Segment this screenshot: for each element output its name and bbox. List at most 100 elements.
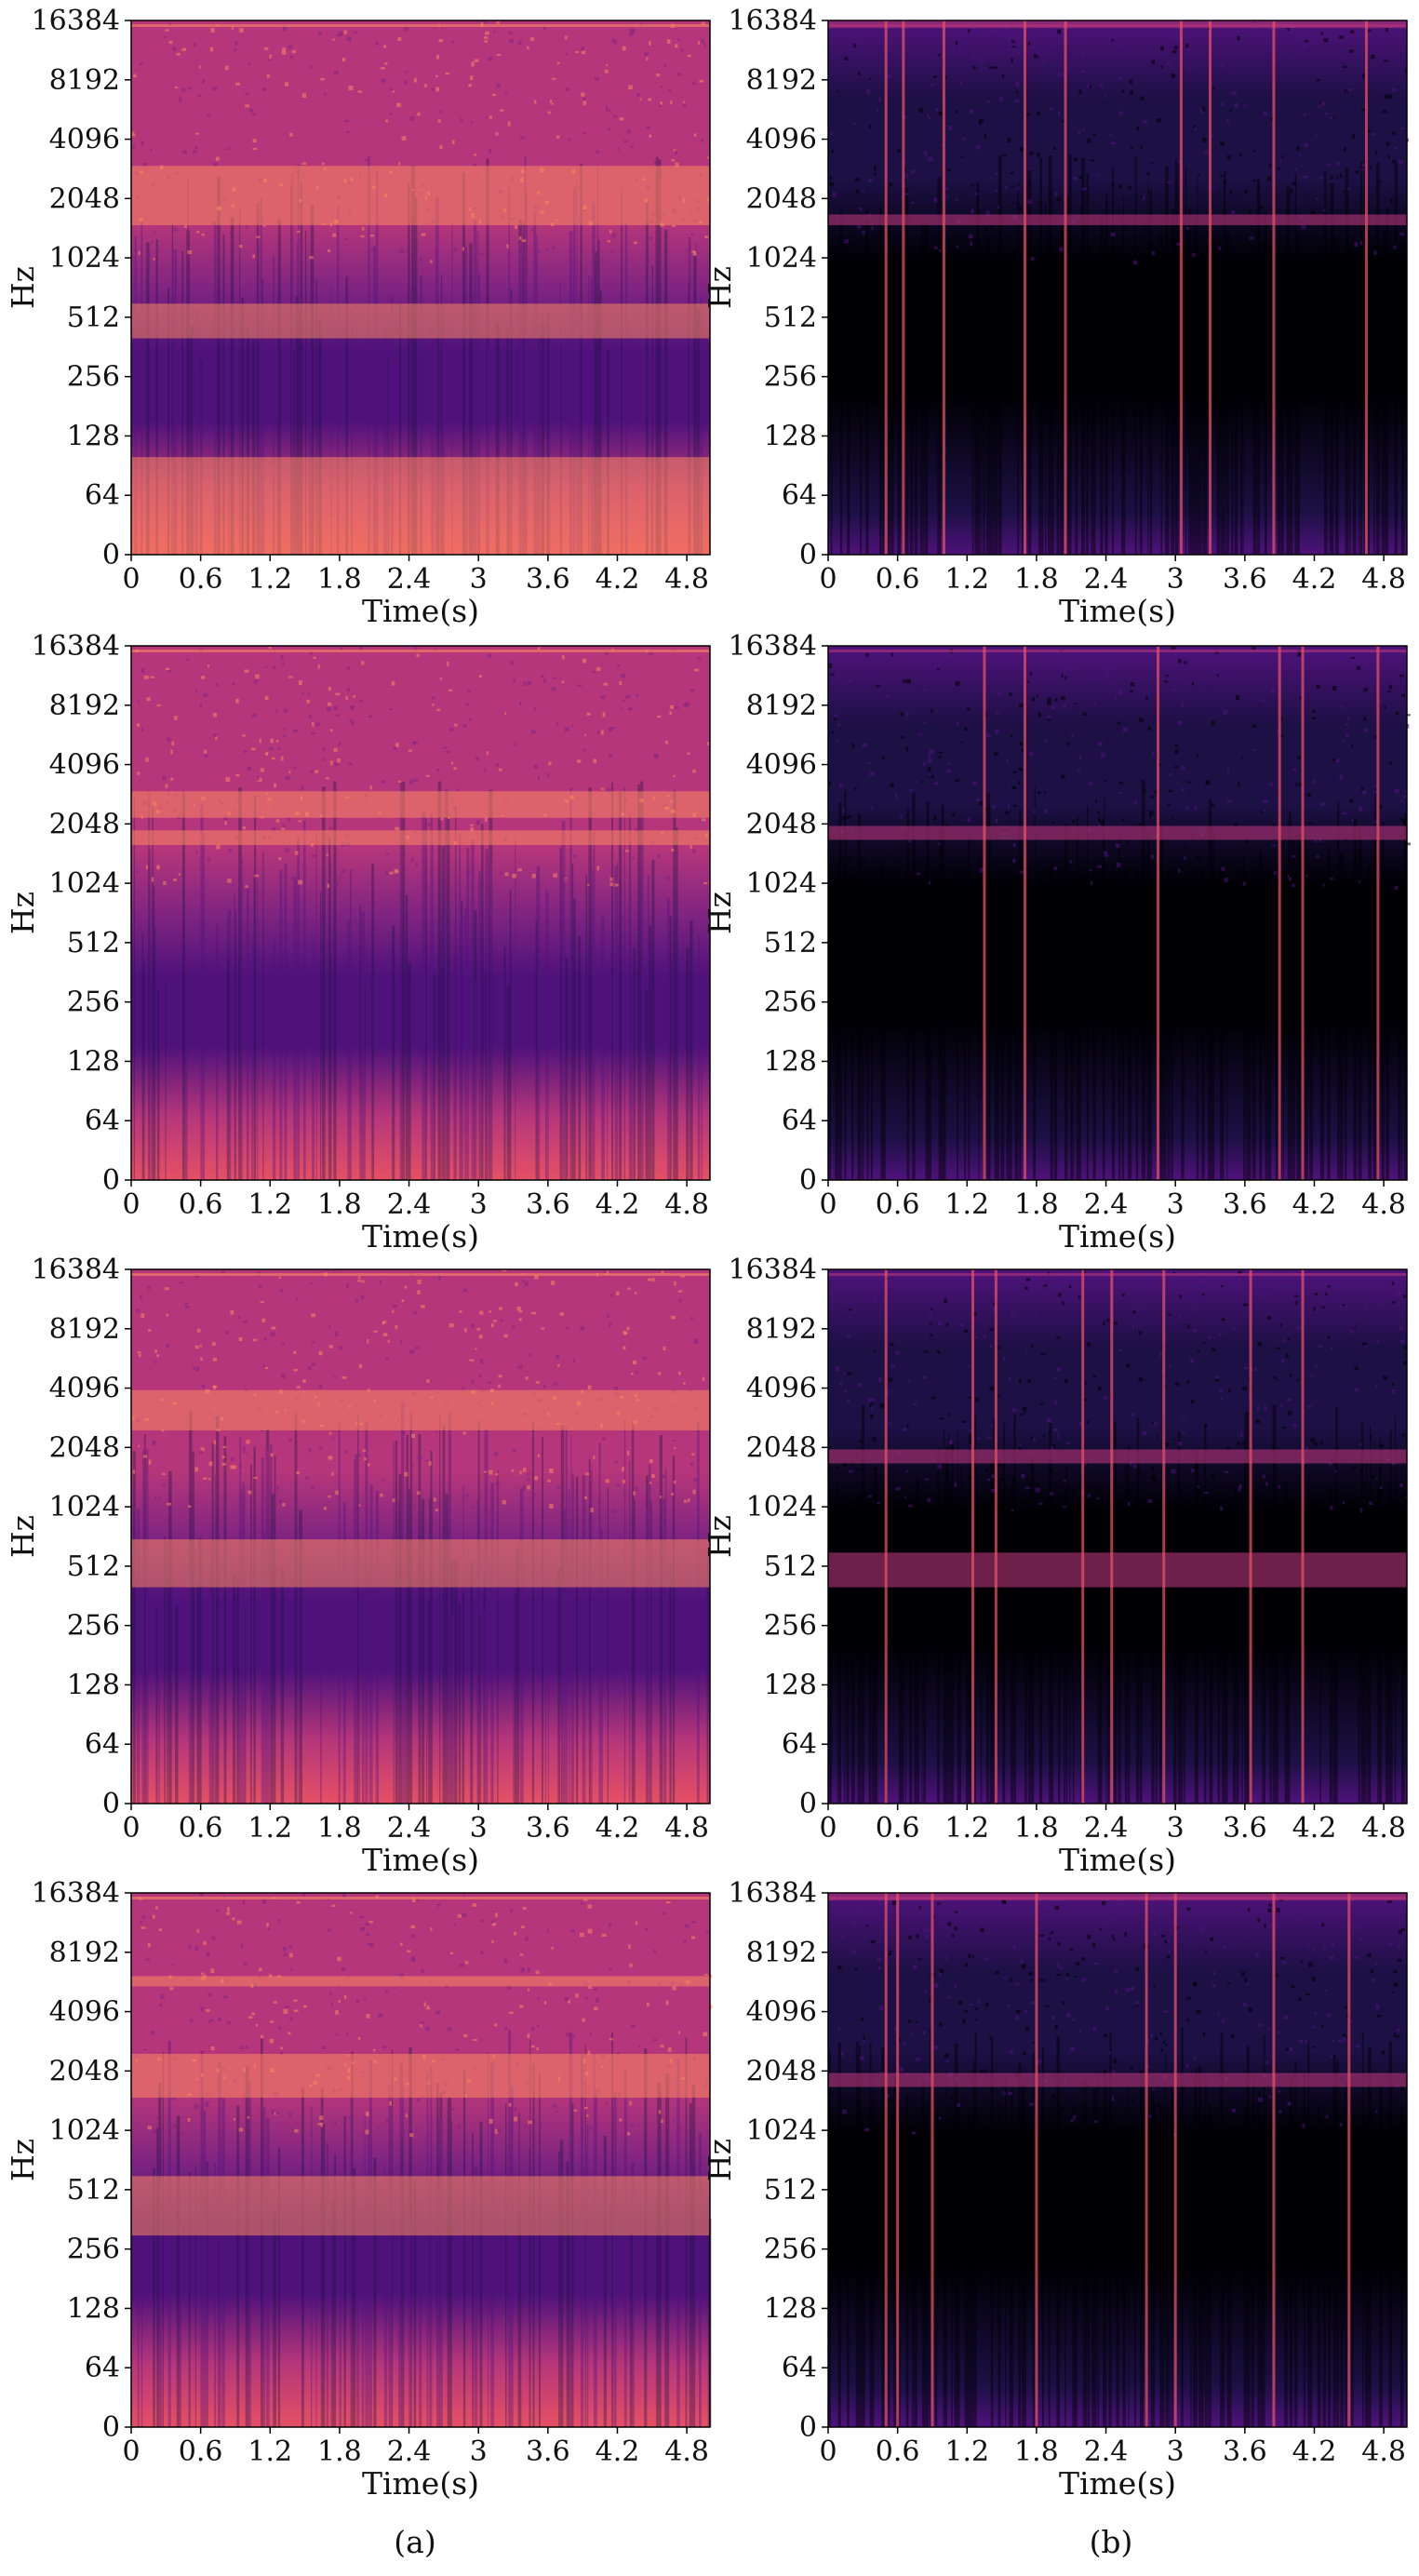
texture-speckle (944, 1956, 947, 1960)
frequency-band (828, 1449, 1407, 1464)
texture-streak (361, 949, 365, 1180)
texture-speckle (498, 1375, 502, 1378)
texture-speckle (1267, 1908, 1272, 1912)
y-tick-label: 4096 (49, 1373, 120, 1405)
texture-speckle (1001, 2107, 1006, 2111)
texture-speckle (648, 236, 653, 240)
texture-speckle (888, 74, 891, 79)
texture-speckle (1174, 749, 1179, 754)
texture-speckle (979, 119, 984, 124)
plot-frame (827, 1268, 1408, 1805)
texture-speckle (179, 97, 182, 102)
texture-speckle (225, 1331, 230, 1335)
texture-streak (1298, 879, 1301, 1180)
texture-streak (1163, 953, 1167, 1180)
texture-streak (173, 249, 178, 555)
texture-streak (994, 960, 997, 1180)
texture-speckle (889, 1422, 891, 1426)
texture-streak (358, 1586, 360, 1804)
y-tick-label: 0 (102, 1788, 120, 1820)
texture-streak (631, 2162, 635, 2427)
texture-speckle (587, 1986, 593, 1990)
texture-streak (142, 963, 145, 1180)
x-tick-label: 3 (1167, 2435, 1185, 2468)
texture-speckle (504, 712, 507, 715)
texture-speckle (1202, 106, 1206, 112)
y-tick-label: 256 (67, 361, 120, 394)
texture-speckle (703, 1973, 708, 1976)
texture-speckle (1295, 782, 1298, 787)
texture-streak (463, 908, 467, 1180)
texture-speckle (627, 1287, 632, 1290)
texture-streak (405, 894, 408, 1180)
texture-speckle (1182, 1416, 1185, 1419)
texture-streak (442, 1425, 446, 1804)
texture-speckle (831, 731, 835, 734)
texture-streak (847, 2206, 850, 2427)
texture-streak (1066, 204, 1069, 556)
texture-speckle (569, 1929, 575, 1933)
texture-speckle (1062, 1276, 1064, 1280)
texture-speckle (1051, 1445, 1053, 1451)
texture-speckle (871, 1405, 874, 1410)
texture-speckle (411, 1898, 416, 1902)
texture-speckle (408, 779, 414, 785)
texture-speckle (245, 885, 248, 888)
texture-streak (906, 809, 910, 1180)
texture-speckle (142, 1455, 148, 1458)
texture-speckle (588, 2126, 594, 2130)
x-tick-label: 1.8 (1014, 1188, 1059, 1221)
texture-speckle (1140, 145, 1143, 150)
texture-streak (637, 785, 640, 1180)
texture-speckle (248, 62, 251, 66)
texture-speckle (905, 174, 908, 178)
texture-speckle (1098, 817, 1101, 822)
texture-streak (536, 871, 539, 1180)
texture-speckle (213, 162, 218, 168)
texture-streak (484, 1429, 489, 1804)
texture-streak (425, 1594, 428, 1804)
texture-streak (167, 288, 169, 555)
texture-streak (828, 1446, 831, 1804)
texture-speckle (1391, 1301, 1396, 1304)
texture-speckle (895, 1486, 901, 1491)
texture-speckle (518, 235, 522, 240)
texture-streak (142, 1450, 146, 1804)
texture-speckle (1278, 734, 1284, 738)
texture-speckle (495, 1472, 499, 1476)
texture-streak (1272, 1404, 1277, 1804)
texture-streak (586, 2124, 589, 2427)
texture-streak (448, 1411, 452, 1804)
texture-speckle (960, 80, 963, 86)
texture-speckle (1377, 180, 1382, 182)
texture-streak (330, 284, 332, 555)
texture-speckle (969, 1443, 972, 1449)
texture-streak (225, 1455, 227, 1804)
texture-speckle (308, 715, 313, 719)
texture-speckle (1266, 1316, 1271, 1320)
texture-speckle (223, 1995, 228, 1999)
texture-speckle (1089, 85, 1091, 89)
texture-speckle (952, 812, 956, 817)
texture-speckle (261, 1318, 266, 1322)
texture-streak (664, 1468, 667, 1804)
texture-speckle (1049, 1492, 1054, 1496)
y-tick-label: 64 (782, 479, 817, 512)
y-axis-title: Hz (5, 892, 41, 934)
texture-speckle (132, 1469, 136, 1474)
texture-speckle (401, 2107, 404, 2112)
y-tick-label: 0 (799, 2411, 817, 2444)
texture-speckle (309, 1282, 314, 1285)
texture-streak (1379, 1438, 1382, 1804)
texture-speckle (662, 1912, 667, 1915)
texture-streak (1165, 2174, 1169, 2427)
texture-streak (187, 180, 189, 556)
texture-speckle (947, 168, 951, 171)
texture-streak (298, 854, 300, 1180)
texture-speckle (835, 1466, 839, 1469)
texture-speckle (1171, 688, 1176, 691)
texture-speckle (154, 2117, 160, 2120)
texture-speckle (324, 92, 327, 97)
texture-streak (1400, 316, 1405, 555)
texture-speckle (181, 2130, 185, 2135)
